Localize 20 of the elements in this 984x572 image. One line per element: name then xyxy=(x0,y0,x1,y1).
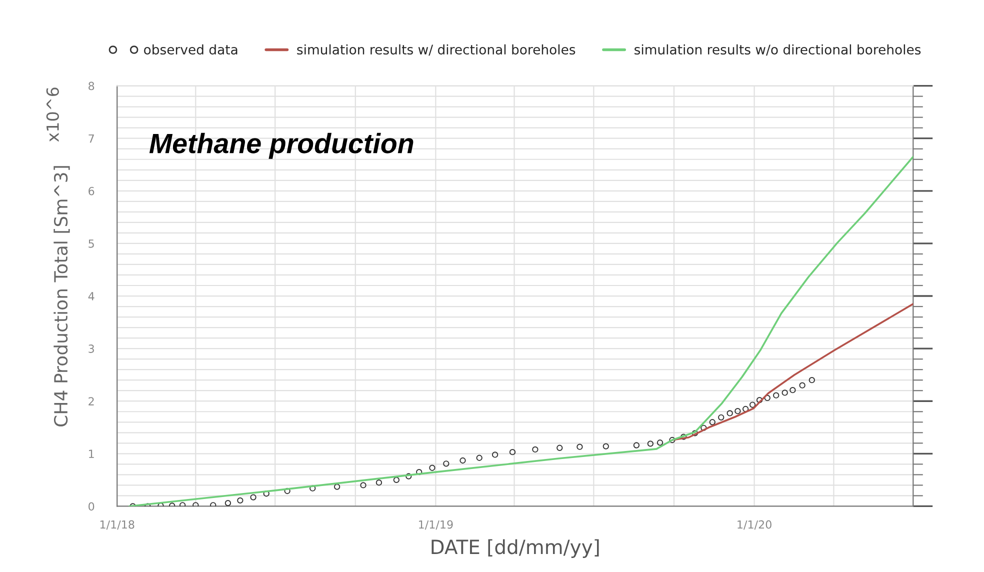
y-tick-label: 4 xyxy=(88,292,94,300)
line-series xyxy=(671,302,914,441)
y-tick-label: 1 xyxy=(89,450,94,458)
y-tick-label: 7 xyxy=(88,134,94,143)
text: Methane production xyxy=(149,132,414,159)
legend-label: simulation results w/ directional boreholes xyxy=(297,44,576,56)
y-tick-label: 8 xyxy=(88,82,94,90)
y-tick-label: 5 xyxy=(88,240,94,248)
y-tick-label: 2 xyxy=(88,397,94,406)
x-tick-label: 1/1/20 xyxy=(738,520,772,530)
y-tick-label: 0 xyxy=(88,502,94,511)
legend-label: simulation results w/o directional boreholes xyxy=(634,44,921,56)
x-tick-label: 1/1/19 xyxy=(419,520,453,530)
legend-label: observed data xyxy=(144,44,238,55)
y-axis-title: CH4 Production Total [Sm^3] xyxy=(54,166,70,426)
x-axis-title: DATE [dd/mm/yy] xyxy=(432,539,599,558)
y-tick-label: 6 xyxy=(88,186,94,196)
text: x10^6 xyxy=(46,88,59,142)
y-tick-label: 3 xyxy=(88,344,94,353)
x-tick-label: 1/1/18 xyxy=(100,520,134,530)
